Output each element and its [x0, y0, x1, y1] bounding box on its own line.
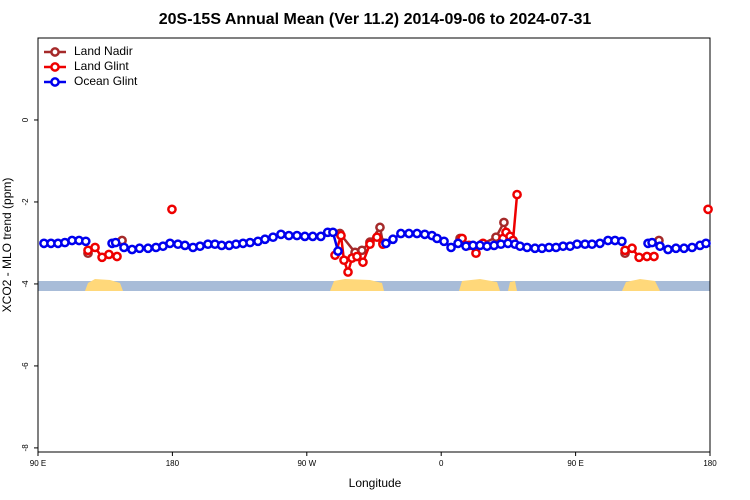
legend-label: Ocean Glint — [74, 74, 138, 88]
data-point — [339, 255, 349, 266]
data-point — [471, 248, 481, 259]
data-point — [701, 238, 711, 249]
x-tick-label: 0 — [439, 459, 444, 468]
data-point — [381, 238, 391, 249]
data-point — [439, 236, 449, 247]
y-tick-label: -8 — [21, 444, 30, 452]
data-point — [268, 232, 278, 243]
data-point — [284, 230, 294, 241]
data-point — [595, 238, 605, 249]
data-point — [276, 229, 286, 240]
data-point — [679, 243, 689, 254]
data-point — [333, 246, 343, 256]
data-point — [687, 242, 697, 253]
data-point — [352, 251, 362, 262]
data-point — [167, 204, 177, 215]
data-point — [80, 236, 91, 247]
data-point — [522, 242, 532, 253]
legend-label: Land Nadir — [74, 44, 133, 58]
legend-marker — [50, 47, 60, 57]
data-point — [315, 231, 326, 242]
data-point — [627, 243, 637, 254]
data-point — [119, 242, 129, 253]
data-point — [307, 231, 318, 242]
data-point — [634, 252, 644, 263]
x-axis-label: Longitude — [349, 476, 402, 490]
data-point — [336, 230, 346, 241]
data-point — [375, 222, 385, 233]
data-point — [245, 237, 255, 248]
data-point — [499, 217, 509, 228]
data-point — [404, 228, 414, 239]
data-point — [703, 204, 713, 215]
x-tick-label: 90 E — [567, 459, 583, 468]
data-point — [412, 228, 422, 239]
data-point — [671, 243, 681, 254]
data-point — [365, 239, 375, 250]
data-point — [358, 257, 368, 268]
data-point — [396, 228, 406, 239]
y-tick-label: -4 — [21, 280, 30, 288]
data-point — [617, 236, 627, 247]
data-point — [292, 230, 302, 241]
data-point — [104, 249, 114, 260]
data-point — [180, 240, 190, 251]
data-point — [357, 245, 367, 256]
data-point — [388, 234, 398, 245]
data-point — [647, 237, 657, 248]
data-point — [572, 239, 582, 250]
data-point — [655, 241, 665, 252]
legend-label: Land Glint — [74, 59, 129, 73]
data-point — [343, 267, 353, 277]
x-tick-label: 90 E — [30, 459, 46, 468]
chart-title: 20S-15S Annual Mean (Ver 11.2) 2014-09-0… — [159, 11, 592, 28]
data-point — [90, 242, 100, 253]
data-point — [127, 244, 137, 255]
data-point — [300, 231, 310, 242]
data-point — [649, 251, 659, 262]
data-point — [372, 232, 382, 243]
data-point — [446, 242, 456, 253]
data-point — [134, 243, 145, 254]
y-tick-label: -2 — [21, 198, 30, 206]
legend-marker — [50, 62, 60, 72]
data-point — [260, 234, 270, 245]
data-point — [112, 251, 122, 262]
data-point — [512, 189, 522, 200]
land-mask — [38, 279, 710, 291]
y-axis-label: XCO2 - MLO trend (ppm) — [0, 178, 14, 313]
x-tick-label: 180 — [703, 459, 717, 468]
x-tick-label: 90 W — [297, 459, 316, 468]
y-tick-label: -6 — [21, 362, 30, 370]
y-tick-label: 0 — [21, 117, 30, 122]
legend-marker — [50, 77, 60, 87]
data-point — [328, 227, 338, 238]
data-point — [195, 241, 205, 252]
data-point — [663, 244, 673, 255]
data-point — [143, 243, 153, 254]
data-point — [216, 240, 227, 251]
data-point — [165, 238, 175, 249]
x-tick-label: 180 — [166, 459, 180, 468]
data-point — [110, 237, 121, 248]
data-point — [587, 239, 597, 250]
data-point — [453, 238, 463, 249]
